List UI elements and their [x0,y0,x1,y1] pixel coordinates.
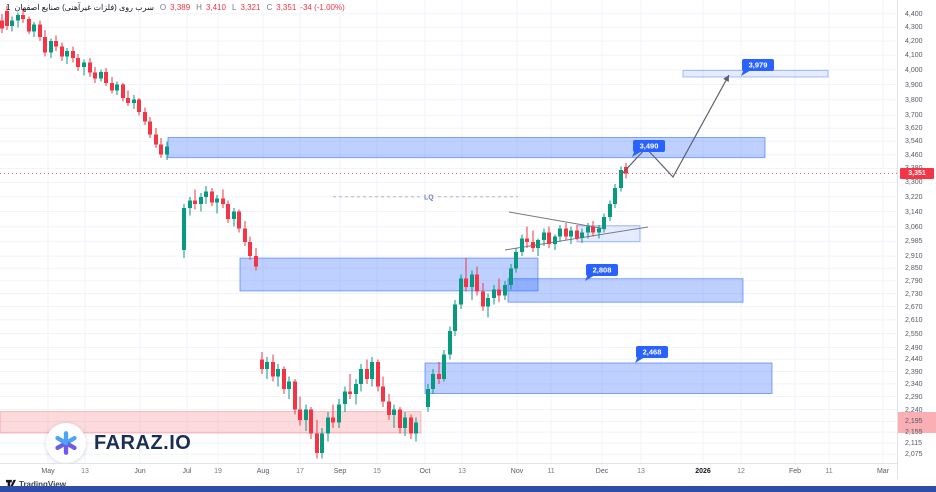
price-tick: 2,790 [905,277,923,285]
zone-support-2808[interactable] [507,278,744,303]
price-tick: 4,400 [905,10,923,18]
low-label: L [231,3,237,12]
faraz-watermark: FARAZ.IO [46,423,191,463]
symbol-name[interactable]: سرب روی (فلزات غیرآهنی) صنایع اصفهان [14,3,154,12]
current-price-label: 3,351 [900,167,934,179]
price-tick: 4,000 [905,66,923,74]
price-tag-support-2468[interactable]: 2,468 [635,346,668,363]
svg-text:2,808: 2,808 [593,266,612,275]
time-tick: Sep [333,468,347,475]
price-tick: 2,490 [905,344,923,352]
price-tick: 2,985 [905,238,923,246]
price-tick: 3,620 [905,125,923,133]
price-chart[interactable]: LQ 3,490 3,979 2,808 2,468 1 سرب روی (فلزات … [0,0,897,463]
price-tick: 2,290 [905,393,923,401]
price-tick: 2,550 [905,330,923,338]
zone-supply-mid-left[interactable] [239,257,539,292]
price-tag-support-2808[interactable]: 2,808 [585,264,618,281]
tradingview-brand-text: TradingView [19,479,66,489]
time-tick: Mar [876,468,890,475]
time-tick: 12 [737,468,745,475]
timeframe[interactable]: 1 [6,3,11,12]
price-tick: 3,060 [905,223,923,231]
time-tick: 2026 [695,468,711,475]
pennant-trendline[interactable] [508,211,607,230]
zone-danger[interactable] [0,411,422,434]
price-tick: 2,670 [905,303,923,311]
svg-text:3,979: 3,979 [749,61,768,70]
price-tick: 2,850 [905,265,923,273]
price-tick: 2,240 [905,406,923,414]
close-label: C [266,3,273,12]
price-axis[interactable]: 4,400 4,300 4,200 4,100 4,000 3,900 3,800 3,700… [897,0,936,479]
time-tick: 11 [547,468,555,475]
open-value: 3,389 [170,3,191,12]
price-tick: 2,390 [905,368,923,376]
faraz-brand-text: FARAZ.IO [94,431,192,454]
time-tick: 13 [637,468,645,475]
price-tick: 3,900 [905,81,923,89]
price-tick: 2,340 [905,380,923,388]
price-tick: 3,540 [905,138,923,146]
arrow-head [723,75,729,82]
price-tick: 4,100 [905,52,923,60]
chart-canvas[interactable]: LQ 3,490 3,979 2,808 2,468 [0,0,897,463]
axis-danger-band [898,411,936,433]
lq-label: LQ [424,194,434,201]
faraz-logo-icon [46,423,86,463]
price-tick: 4,300 [905,24,923,32]
price-tag-target-3979[interactable]: 3,979 [741,59,774,76]
footer-bar [0,486,936,492]
svg-text:2,468: 2,468 [643,348,662,357]
time-tick: Jul [182,468,192,475]
time-tick: 13 [81,468,89,475]
price-tick: 2,730 [905,290,923,298]
time-tick: 19 [214,468,222,475]
high-value: 3,410 [205,3,226,12]
price-tick: 2,155 [905,429,923,437]
price-tick: 2,610 [905,316,923,324]
price-tick: 3,700 [905,112,923,120]
time-tick: 17 [296,468,304,475]
candles [0,5,628,459]
price-tick: 2,910 [905,253,923,261]
price-tick: 3,300 [905,179,923,187]
time-tick: 11 [825,468,833,475]
price-tick: 3,220 [905,193,923,201]
zone-target-3979[interactable] [682,69,829,78]
price-tick: 3,460 [905,151,923,159]
zone-support-2468[interactable] [424,362,773,394]
low-value: 3,321 [240,3,261,12]
price-tick: 2,115 [905,440,922,448]
time-tick: 13 [458,468,466,475]
price-tick: 4,200 [905,38,923,46]
price-tick: 2,195 [905,418,923,426]
time-tick: Aug [256,468,270,475]
time-tick: Dec [595,468,609,475]
close-value: 3,351 [276,3,297,12]
symbol-legend: 1 سرب روی (فلزات غیرآهنی) صنایع اصفهان O… [6,3,345,12]
change-value: -34 (-1.00%) [300,3,345,12]
projection-arrow[interactable] [620,74,730,179]
high-label: H [196,3,202,12]
time-tick: May [41,468,55,475]
price-tick: 3,800 [905,96,923,104]
price-tag-resistance-3490[interactable]: 3,490 [632,140,665,157]
price-tick: 3,140 [905,208,923,216]
time-tick: Oct [419,468,431,475]
price-tick: 2,440 [905,356,923,364]
svg-text:3,490: 3,490 [640,142,659,151]
time-axis[interactable]: May 13 Jun Jul 19 Aug 17 Sep 15 Oct 13 Nov 11 Dec 13 20… [0,463,897,480]
open-label: O [159,3,167,12]
zone-resistance-3490[interactable] [167,137,766,159]
price-tick: 2,075 [905,451,923,459]
time-tick: Jun [134,468,146,475]
time-tick: Nov [510,468,524,475]
time-tick: 15 [373,468,381,475]
time-tick: Feb [788,468,802,475]
